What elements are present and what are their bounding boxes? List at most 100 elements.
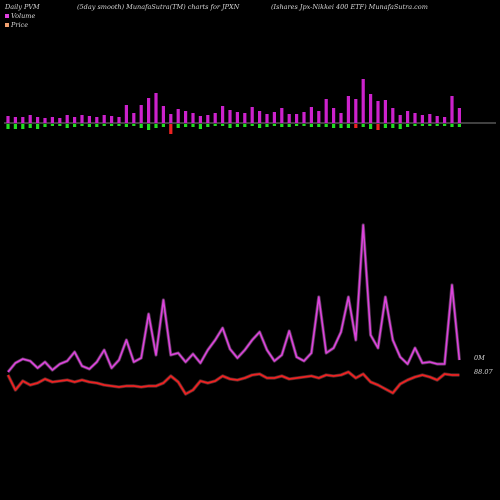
volume-bar-up xyxy=(435,116,439,123)
volume-bar-up xyxy=(124,105,128,123)
volume-bar-up xyxy=(110,116,114,123)
volume-bar-down xyxy=(265,124,269,127)
volume-bar-up xyxy=(169,114,173,123)
volume-bar-up xyxy=(302,112,306,123)
volume-bar-up xyxy=(139,105,143,123)
volume-bar-down xyxy=(6,124,10,129)
price-line-glow xyxy=(6,370,460,396)
volume-bar-up xyxy=(102,115,106,123)
volume-bar-down xyxy=(287,124,291,127)
volume-bar-down xyxy=(65,124,69,128)
legend-price-label: Price xyxy=(11,21,29,29)
volume-bar-up xyxy=(258,111,262,123)
volume-bar-up xyxy=(383,100,387,123)
volume-bar-down xyxy=(435,124,439,126)
volume-bar-up xyxy=(413,113,417,123)
volume-bar-down xyxy=(346,124,350,128)
volume-bar-down xyxy=(398,124,402,129)
volume-bar-up xyxy=(65,115,69,123)
volume-bar-down xyxy=(324,124,328,127)
volume-bar-down xyxy=(339,124,343,128)
volume-bar-down xyxy=(13,124,17,129)
legend-volume-label: Volume xyxy=(11,12,36,20)
volume-bar-up xyxy=(228,110,232,123)
volume-bar-down xyxy=(391,124,395,128)
volume-bar-up xyxy=(235,112,239,123)
volume-bar-up xyxy=(243,113,247,123)
volume-bar-up xyxy=(213,113,217,123)
volume-bar-up xyxy=(6,116,10,123)
volume-bar-down xyxy=(420,124,424,126)
volume-bar-up xyxy=(21,117,25,123)
volume-bar-down xyxy=(280,124,284,127)
volume-bar-down xyxy=(450,124,454,127)
volume-bar-down xyxy=(36,124,40,129)
legend-price: Price xyxy=(5,21,28,29)
volume-bar-down xyxy=(87,124,91,127)
price-line xyxy=(7,371,460,395)
volume-bar-up xyxy=(250,107,254,123)
volume-bar-up xyxy=(147,98,151,123)
volume-bar-down xyxy=(176,124,180,128)
volume-bar-up xyxy=(450,96,454,123)
volume-bar-up xyxy=(36,117,40,123)
last-price-label: 88.07 xyxy=(474,368,493,376)
volume-bar-up xyxy=(295,114,299,123)
volume-bar-up xyxy=(154,93,158,123)
legend-price-swatch xyxy=(5,23,9,27)
volume-bar-down xyxy=(302,124,306,126)
volume-bar-up xyxy=(398,115,402,123)
volume-bar-up xyxy=(80,115,84,123)
volume-bar-down xyxy=(413,124,417,126)
volume-bar-down xyxy=(428,124,432,126)
volume-bar-down xyxy=(147,124,151,130)
volume-bar-down xyxy=(102,124,106,126)
volume-bar-up xyxy=(272,112,276,123)
volume-bar-down xyxy=(191,124,195,127)
volume-bar-down xyxy=(206,124,210,127)
volume-bar-down xyxy=(161,124,165,127)
volume-bar-up xyxy=(50,117,54,123)
volume-bar-down xyxy=(317,124,321,127)
volume-bar-down xyxy=(228,124,232,128)
volume-bar-up xyxy=(221,106,225,123)
volume-bar-down xyxy=(154,124,158,128)
volume-bar-down xyxy=(169,124,173,134)
volume-bar-up xyxy=(428,114,432,123)
volume-bar-up xyxy=(184,111,188,123)
last-volume-label: 0M xyxy=(474,354,485,362)
volume-bar-up xyxy=(265,114,269,123)
volume-bar-down xyxy=(124,124,128,127)
volume-bar-up xyxy=(206,115,210,123)
volume-bar-down xyxy=(132,124,136,126)
volume-bar-down xyxy=(213,124,217,126)
volume-bar-up xyxy=(73,117,77,123)
volume-bar-up xyxy=(309,107,313,123)
volume-bar-down xyxy=(184,124,188,127)
volume-bar-up xyxy=(324,99,328,123)
volume-bar-up xyxy=(354,99,358,123)
volume-bar-down xyxy=(198,124,202,129)
volume-bar-down xyxy=(309,124,313,127)
volume-bar-up xyxy=(457,108,461,123)
volume-bar-down xyxy=(28,124,32,128)
volume-bar-down xyxy=(354,124,358,128)
volume-bar-up xyxy=(287,114,291,123)
volume-bar-up xyxy=(361,79,365,123)
volume-bar-up xyxy=(346,96,350,123)
volume-bar-up xyxy=(280,108,284,123)
volume-bar-up xyxy=(317,111,321,123)
volume-bar-up xyxy=(95,117,99,123)
volume-bar-down xyxy=(95,124,99,127)
volume-bar-down xyxy=(376,124,380,130)
volume-bar-up xyxy=(13,117,17,123)
volume-bar-down xyxy=(332,124,336,128)
volume-bar-down xyxy=(258,124,262,128)
volume-bar-down xyxy=(457,124,461,127)
volume-bar-up xyxy=(58,118,62,123)
volume-bar-down xyxy=(250,124,254,126)
volume-bar-down xyxy=(443,124,447,126)
volume-bar-up xyxy=(376,101,380,123)
volume-bar-up xyxy=(43,118,47,123)
